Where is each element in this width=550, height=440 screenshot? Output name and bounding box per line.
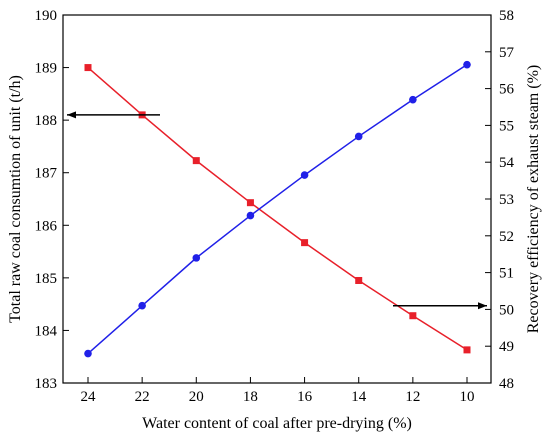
left-y-axis-title: Total raw coal consumtion of unit (t/h) xyxy=(7,75,24,323)
series-1-point xyxy=(300,171,309,179)
right-y-tick-label: 52 xyxy=(499,229,514,245)
series-1-point xyxy=(246,211,255,220)
axis-indicator-arrowhead xyxy=(67,111,76,119)
series-0-point xyxy=(84,64,92,72)
x-tick-label: 20 xyxy=(189,389,204,405)
series-1-line xyxy=(87,64,468,355)
left-y-tick-label: 189 xyxy=(35,61,58,77)
series-0-point xyxy=(246,199,254,207)
axis-indicator-arrowhead xyxy=(478,302,487,310)
left-y-tick-label: 187 xyxy=(35,166,58,182)
left-y-tick-label: 185 xyxy=(35,271,58,287)
series-0-point xyxy=(409,312,417,320)
series-1-point xyxy=(409,95,417,104)
right-y-tick-label: 55 xyxy=(499,118,514,134)
plot-frame xyxy=(62,14,492,384)
right-y-tick-label: 58 xyxy=(499,8,514,24)
right-y-axis-title: Recovery efficiency of exhaust steam (%) xyxy=(525,65,542,333)
series-1-point xyxy=(138,301,146,310)
series-0-point xyxy=(192,157,200,165)
left-y-tick-label: 188 xyxy=(35,113,58,129)
series-1-point xyxy=(463,60,471,69)
x-tick-label: 12 xyxy=(405,389,420,405)
right-y-tick-label: 51 xyxy=(499,266,514,282)
left-y-tick-label: 184 xyxy=(35,323,58,339)
right-y-tick-label: 56 xyxy=(499,82,515,98)
x-tick-label: 22 xyxy=(135,389,150,405)
x-tick-label: 18 xyxy=(243,389,258,405)
series-0-point xyxy=(355,276,363,284)
x-axis-title: Water content of coal after pre-drying (… xyxy=(142,415,412,432)
right-y-tick-label: 54 xyxy=(499,155,515,171)
series-1-point xyxy=(84,349,92,358)
left-y-tick-label: 190 xyxy=(35,8,58,24)
right-y-tick-label: 48 xyxy=(499,376,514,392)
annotation-layer xyxy=(67,111,487,310)
x-tick-label: 10 xyxy=(460,389,475,405)
x-tick-label: 14 xyxy=(351,389,367,405)
ticks-layer: 24 22 20 18 16 14 12 10 183 184 185 186 187 188 189 190… xyxy=(35,8,515,405)
right-y-tick-label: 57 xyxy=(499,45,515,61)
right-y-tick-label: 50 xyxy=(499,302,514,318)
series-1-point xyxy=(192,254,201,262)
series-1-point xyxy=(354,132,363,141)
left-y-tick-label: 186 xyxy=(35,218,58,234)
series-0-point xyxy=(301,239,309,247)
series-0-point xyxy=(463,346,471,354)
x-tick-label: 24 xyxy=(81,389,97,405)
series-0-line xyxy=(87,67,468,351)
right-y-tick-label: 49 xyxy=(499,339,514,355)
x-tick-label: 16 xyxy=(297,389,313,405)
left-y-tick-label: 183 xyxy=(35,376,58,392)
right-y-tick-label: 53 xyxy=(499,192,514,208)
series-layer xyxy=(84,60,471,358)
